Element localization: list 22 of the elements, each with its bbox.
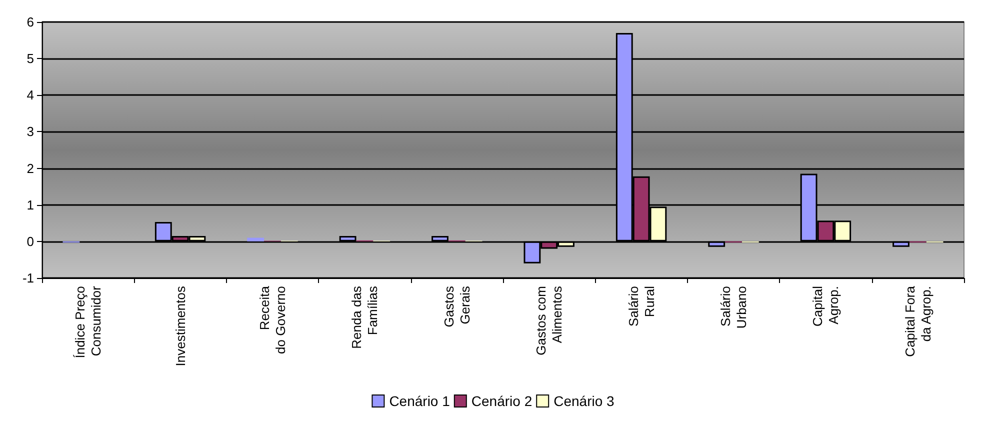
x-tick-label: Índice Preço Consumidor [72, 285, 104, 358]
x-tick-label: Salário Urbano [718, 286, 749, 329]
y-tick-label: 5 [26, 51, 34, 66]
x-tick-label: Renda das Famílias [349, 286, 380, 349]
y-tick-label: 3 [26, 124, 34, 140]
y-tick-label: -1 [22, 270, 34, 286]
x-tick-label: Capital Fora da Agrop. [902, 285, 934, 357]
y-tick-label: 2 [26, 160, 34, 176]
x-tick-label: Salário Rural [626, 286, 657, 326]
x-tick-label: Receita do Governo [257, 285, 288, 354]
legend-label: Cenário 1 [389, 393, 450, 409]
x-tick-label: Gastos Gerais [441, 286, 472, 328]
y-tick-label: 6 [26, 14, 34, 30]
y-tick-label: 4 [26, 88, 34, 103]
x-tick-label: Gastos com Alimentos [534, 286, 565, 356]
x-tick-label: Capital Agrop. [810, 286, 842, 326]
y-tick-label: 0 [26, 234, 34, 249]
y-tick-label: 1 [26, 197, 34, 212]
bar [247, 238, 264, 242]
x-tick-label: Investimentos [172, 286, 188, 366]
legend-label: Cenário 3 [554, 393, 615, 409]
legend-label: Cenário 2 [471, 393, 532, 409]
